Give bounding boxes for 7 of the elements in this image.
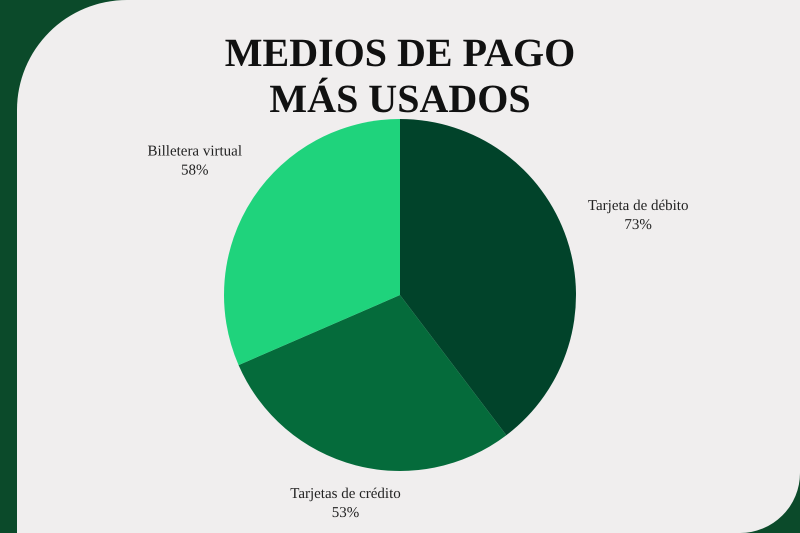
slice-label: Tarjetas de crédito <box>290 486 401 502</box>
data-label: 53% <box>332 505 360 522</box>
chart-title: MEDIOS DE PAGO MÁS USADOS <box>224 30 576 122</box>
slice-label: Tarjeta de débito <box>588 198 688 214</box>
data-label: 58% <box>180 162 208 178</box>
data-label: 73% <box>624 216 652 233</box>
slice-label: Billetera virtual <box>147 143 242 160</box>
